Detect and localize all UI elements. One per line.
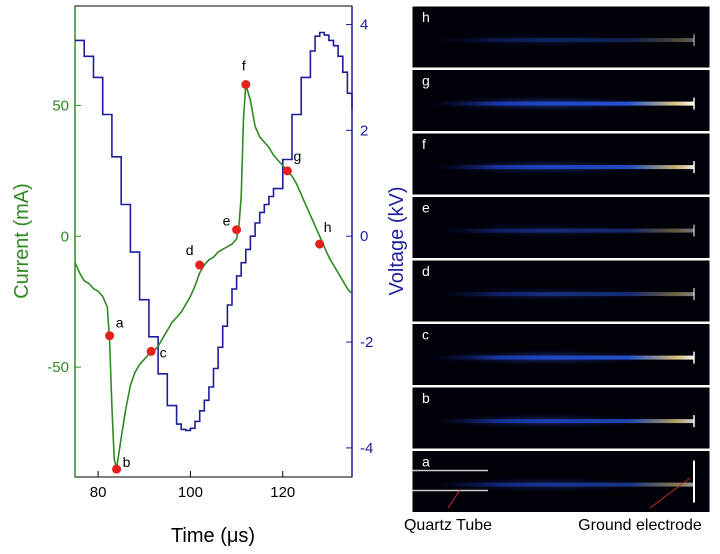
- panel-a: a: [411, 450, 711, 513]
- ground-electrode-caption: Ground electrode: [578, 517, 702, 534]
- panel-label: a: [422, 454, 430, 470]
- voltage-series-line: [75, 31, 353, 432]
- panel-label: d: [422, 263, 430, 279]
- panel-d: d: [411, 259, 711, 323]
- panel-h: h: [411, 5, 711, 69]
- panel-label: g: [422, 73, 430, 89]
- marker-d: [195, 260, 205, 270]
- x-axis-title: Time (μs): [171, 525, 255, 547]
- marker-label-d: d: [186, 242, 194, 258]
- marker-label-a: a: [116, 315, 124, 331]
- left-axis-ticks: -50 0 50: [47, 97, 81, 376]
- marker-label-b: b: [123, 454, 131, 470]
- marker-label-c: c: [160, 344, 167, 360]
- right-axis-ticks: -4 -2 0 2 4: [346, 17, 373, 457]
- marker-c: [146, 346, 156, 356]
- quartz-tube-caption: Quartz Tube: [404, 517, 492, 534]
- right-axis-title: Voltage (kV): [386, 187, 408, 296]
- panel-label: e: [422, 200, 430, 216]
- marker-label-e: e: [223, 213, 231, 229]
- right-tick-label: 0: [360, 228, 368, 245]
- panel-e: e: [411, 196, 711, 259]
- panel-label: c: [422, 327, 429, 343]
- current-series-line: [74, 84, 353, 470]
- left-tick-label: 50: [52, 97, 69, 114]
- left-tick-label: 0: [61, 228, 69, 245]
- marker-points: a b c d e f g h: [105, 58, 332, 474]
- marker-label-g: g: [293, 148, 301, 164]
- panel-label: h: [422, 9, 430, 25]
- panel-f: f: [411, 132, 711, 196]
- ground-pointer: [649, 477, 691, 509]
- quartz-pointer: [447, 489, 461, 509]
- marker-g: [282, 166, 292, 176]
- discharge-image-panels: h g f e d c b a: [411, 5, 711, 513]
- panel-c: c: [411, 323, 711, 386]
- marker-h: [315, 239, 325, 249]
- marker-label-h: h: [324, 219, 332, 235]
- marker-a: [105, 331, 115, 341]
- marker-b: [112, 464, 122, 474]
- left-axis-title: Current (mA): [11, 183, 33, 299]
- x-tick-label: 100: [178, 484, 203, 501]
- marker-label-f: f: [242, 58, 246, 74]
- right-tick-label: 2: [360, 122, 368, 139]
- panel-label: b: [422, 390, 430, 406]
- right-tick-label: -4: [360, 440, 373, 457]
- panel-b: b: [411, 386, 711, 450]
- right-tick-label: 4: [360, 17, 368, 34]
- x-tick-label: 80: [90, 484, 107, 501]
- panel-label: f: [422, 136, 426, 152]
- marker-f: [241, 80, 251, 89]
- left-tick-label: -50: [47, 359, 69, 376]
- panel-g: g: [411, 69, 711, 132]
- marker-e: [232, 225, 242, 235]
- right-tick-label: -2: [360, 334, 373, 351]
- x-axis-ticks: 80 100 120: [90, 471, 295, 501]
- x-tick-label: 120: [270, 484, 295, 501]
